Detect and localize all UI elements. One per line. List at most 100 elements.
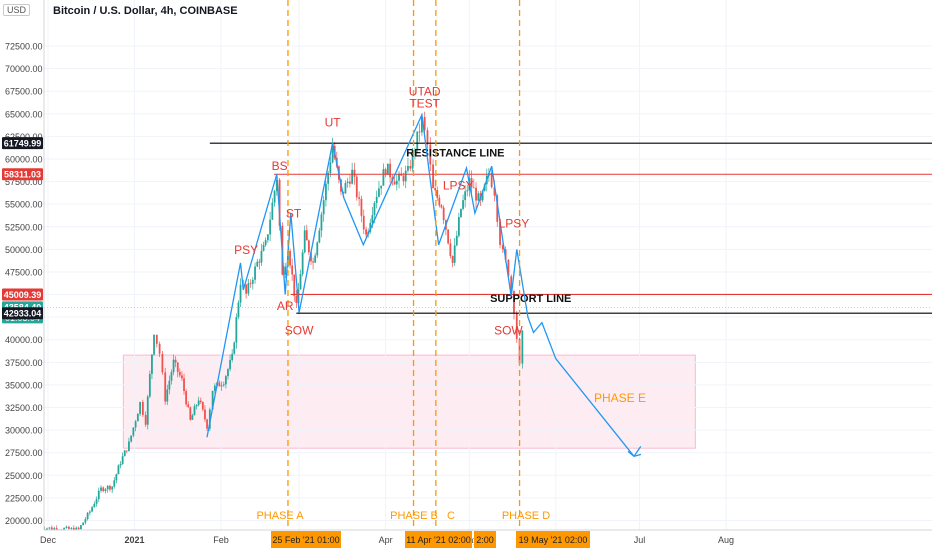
- candle-body: [369, 222, 372, 232]
- candle-body: [416, 131, 419, 151]
- candle: [80, 524, 82, 530]
- candle: [168, 375, 171, 395]
- candle-body: [275, 179, 278, 192]
- candle: [155, 334, 158, 348]
- candle-body: [515, 313, 518, 339]
- candle: [271, 198, 274, 221]
- candle: [438, 194, 441, 208]
- candle-body: [386, 163, 389, 175]
- candle: [65, 525, 68, 529]
- candle: [183, 373, 185, 395]
- candle-body: [141, 402, 144, 416]
- candle-body: [197, 400, 200, 406]
- price-marker-bg: [2, 137, 43, 150]
- candle: [106, 484, 109, 493]
- candle-body: [258, 261, 261, 263]
- candle: [418, 123, 421, 142]
- candle: [375, 190, 378, 209]
- candle: [477, 191, 480, 202]
- y-tick-label: 32500.00: [5, 403, 43, 413]
- distribution-zone: [122, 354, 696, 449]
- candle-body: [166, 389, 169, 402]
- candle: [53, 526, 56, 531]
- candle-body: [77, 527, 80, 530]
- candle-body: [119, 463, 122, 466]
- candle: [125, 450, 128, 454]
- candle-body: [53, 528, 56, 530]
- candle: [249, 279, 252, 288]
- candle: [164, 367, 167, 405]
- y-tick-label: 40000.00: [5, 335, 43, 345]
- candle-body: [414, 150, 416, 152]
- candle-body: [65, 526, 68, 529]
- candle: [258, 258, 261, 270]
- y-tick-label: 57500.00: [5, 177, 43, 187]
- candle-body: [187, 404, 190, 408]
- candle: [247, 278, 250, 296]
- candle-body: [70, 527, 73, 529]
- candle: [325, 180, 327, 207]
- candle: [201, 401, 204, 412]
- candle-body: [218, 382, 221, 387]
- candle-body: [104, 489, 107, 491]
- candle-body: [206, 419, 208, 429]
- candle: [231, 349, 234, 363]
- candle: [251, 277, 254, 290]
- candle: [442, 205, 445, 225]
- candle: [273, 189, 276, 207]
- candle-body: [384, 169, 387, 175]
- candle-body: [365, 229, 367, 235]
- candle: [189, 406, 192, 421]
- candle: [199, 397, 202, 405]
- candle-body: [346, 181, 349, 184]
- time-badge-label: 11 Apr '21 02:00: [406, 535, 471, 545]
- time-badge-label: 2:00: [476, 535, 494, 545]
- candle-body: [266, 234, 269, 241]
- candle-body: [402, 175, 405, 182]
- candle-body: [436, 190, 439, 198]
- candle: [312, 257, 314, 270]
- candle-body: [237, 302, 240, 318]
- candle-body: [172, 359, 175, 373]
- candle: [123, 449, 126, 457]
- y-tick-label: 55000.00: [5, 200, 43, 210]
- time-badge-label: 19 May '21 02:00: [519, 535, 588, 545]
- candle-body: [305, 230, 308, 241]
- candle: [411, 147, 414, 173]
- y-tick-label: 25000.00: [5, 471, 43, 481]
- candle: [195, 404, 198, 410]
- time-badge: [474, 531, 496, 548]
- currency-badge[interactable]: USD: [3, 4, 31, 16]
- y-tick-label: 62500.00: [5, 132, 43, 142]
- candle-body: [43, 529, 46, 530]
- candle-body: [462, 200, 464, 209]
- candle: [222, 381, 225, 387]
- candle: [293, 274, 296, 302]
- candle-body: [102, 487, 105, 491]
- candle: [402, 172, 405, 186]
- candle: [132, 427, 135, 438]
- candle-body: [453, 245, 456, 263]
- candle-body: [249, 283, 252, 284]
- candle-body: [115, 474, 118, 481]
- candle: [407, 158, 409, 173]
- candle-body: [451, 255, 454, 263]
- candle-body: [80, 525, 82, 530]
- candle-body: [291, 265, 294, 275]
- candle: [218, 380, 221, 387]
- candle-body: [100, 487, 102, 491]
- candle-body: [213, 385, 216, 391]
- candle-body: [235, 317, 238, 343]
- candle-body: [233, 342, 236, 354]
- candle-body: [256, 261, 259, 267]
- candle-body: [307, 240, 310, 253]
- candle: [409, 159, 412, 172]
- candle: [95, 496, 98, 507]
- annotation-st: ST: [286, 207, 302, 221]
- price-marker-bg: [2, 288, 43, 301]
- price-marker: 42933.04: [2, 307, 43, 320]
- candle-body: [349, 181, 351, 184]
- candle-body: [254, 266, 256, 280]
